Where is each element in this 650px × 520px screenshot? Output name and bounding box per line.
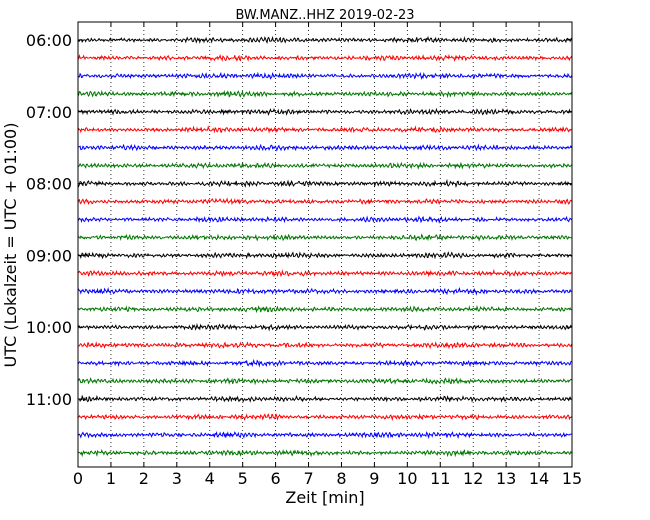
y-axis-label: UTC (Lokalzeit = UTC + 01:00) (1, 123, 20, 368)
trace-23 (77, 449, 572, 458)
x-tick-label-12: 12 (463, 469, 483, 488)
x-tick-label-14: 14 (529, 469, 549, 488)
trace-19 (77, 377, 572, 386)
x-tick-label-1: 1 (106, 469, 116, 488)
axes-frame (77, 21, 573, 468)
trace-18 (77, 358, 572, 368)
trace-14 (77, 287, 572, 296)
trace-0 (77, 35, 572, 44)
trace-7 (77, 161, 572, 170)
x-tick-label-6: 6 (271, 469, 281, 488)
x-tick-label-9: 9 (369, 469, 379, 488)
x-tick-label-11: 11 (430, 469, 450, 488)
trace-2 (77, 71, 572, 80)
y-tick-label-4: 10:00 (26, 318, 72, 337)
y-tick-label-1: 07:00 (26, 103, 72, 122)
trace-21 (77, 413, 572, 422)
trace-20 (77, 394, 572, 403)
trace-13 (77, 268, 572, 278)
trace-17 (77, 341, 572, 350)
trace-6 (77, 143, 572, 152)
x-tick-label-5: 5 (238, 469, 248, 488)
x-tick-label-13: 13 (496, 469, 516, 488)
x-tick-label-7: 7 (303, 469, 313, 488)
trace-3 (77, 89, 572, 99)
trace-12 (77, 251, 572, 260)
traces (77, 35, 572, 458)
ticks: 0 1 2 3 4 5 6 7 8 9 10 11 12 13 14 1506:0007:0008:0009:… (26, 22, 582, 488)
trace-9 (77, 197, 572, 206)
x-tick-label-10: 10 (397, 469, 417, 488)
x-tick-label-15: 15 (562, 469, 582, 488)
x-tick-label-2: 2 (139, 469, 149, 488)
y-tick-label-2: 08:00 (26, 175, 72, 194)
trace-22 (77, 431, 572, 440)
y-tick-label-3: 09:00 (26, 246, 72, 265)
x-tick-label-0: 0 (73, 469, 83, 488)
x-tick-label-3: 3 (172, 469, 182, 488)
trace-5 (77, 125, 572, 134)
trace-1 (77, 53, 572, 63)
x-axis-label: Zeit [min] (285, 488, 364, 507)
trace-10 (77, 215, 572, 224)
x-tick-label-8: 8 (336, 469, 346, 488)
trace-4 (77, 107, 572, 117)
trace-15 (77, 304, 572, 314)
trace-11 (77, 233, 572, 242)
trace-16 (77, 322, 572, 332)
chart-title: BW.MANZ..HHZ 2019-02-23 (235, 8, 414, 23)
y-tick-label-5: 11:00 (26, 390, 72, 409)
x-tick-label-4: 4 (205, 469, 215, 488)
y-tick-label-0: 06:00 (26, 31, 72, 50)
trace-8 (77, 178, 572, 189)
